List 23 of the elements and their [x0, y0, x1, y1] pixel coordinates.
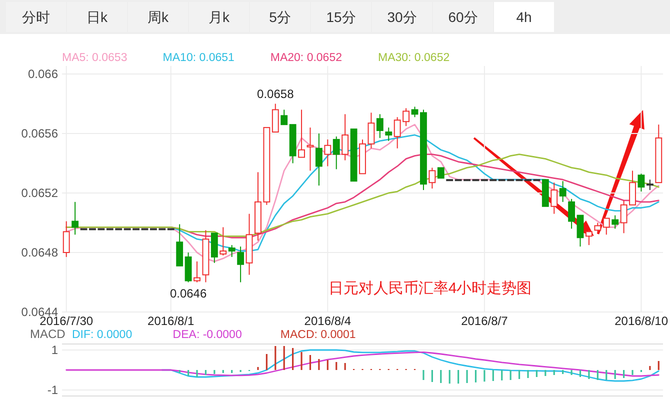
- text: DIF: 0.0000: [72, 329, 132, 341]
- x-tick-label: 2016/8/10: [614, 314, 668, 328]
- x-tick-label: 2016/8/7: [461, 314, 508, 328]
- line-series: [66, 352, 660, 377]
- text: DEA: -0.0000: [172, 329, 242, 341]
- y-tick-label: 0.0656: [21, 126, 58, 140]
- y-axis-title: MACD: [30, 327, 66, 341]
- x-tick-label: 2016/8/1: [148, 314, 195, 328]
- text: MA30: 0.0652: [378, 52, 450, 64]
- y-tick-label: 1: [51, 343, 58, 357]
- y-tick-label: -1: [47, 383, 58, 397]
- y-tick-label: 0.0648: [21, 246, 58, 260]
- series-label: MACD: 0.0001: [280, 329, 356, 341]
- text: MA10: 0.0651: [162, 52, 234, 64]
- text: MA5: 0.0653: [62, 52, 128, 64]
- annotation: 0.0646: [170, 286, 207, 300]
- annotation: 0.0658: [257, 86, 294, 101]
- y-tick-label: 0.0652: [21, 186, 58, 200]
- tabs: 分时 日k 周k 月k 5分 15分 30分 60分 4h: [0, 0, 670, 34]
- y-tick-label: 0.066: [28, 67, 58, 81]
- text: MA20: 0.0652: [270, 52, 342, 64]
- text: 日元对人民币汇率4小时走势图: [328, 280, 532, 297]
- x-tick-label: 2016/8/4: [304, 314, 352, 328]
